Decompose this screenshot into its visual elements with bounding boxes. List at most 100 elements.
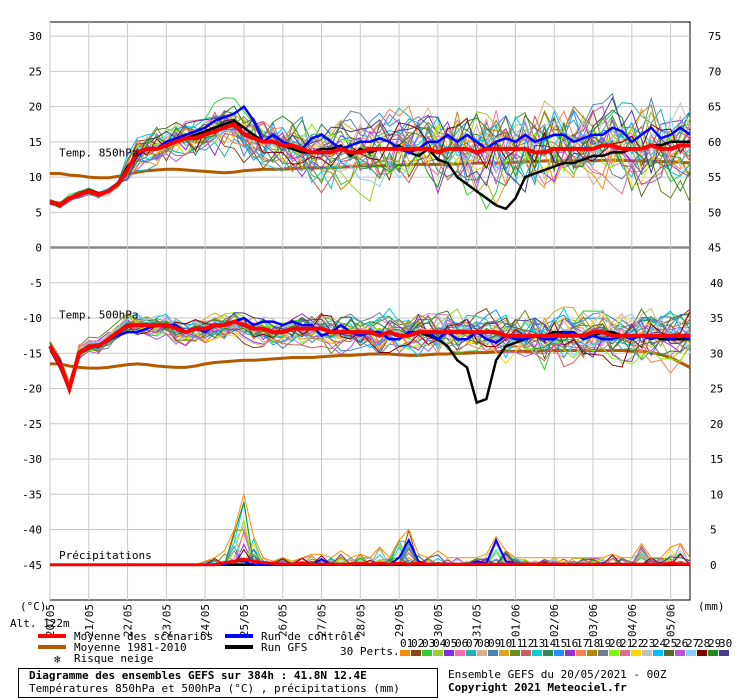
pert-swatch bbox=[598, 650, 608, 656]
panel-label-t850: Temp. 850hPa bbox=[59, 146, 138, 159]
right-tick-label: 75 bbox=[708, 30, 721, 43]
member-t850-26 bbox=[49, 105, 691, 209]
member-t500-03 bbox=[49, 310, 691, 390]
pert-code: 15 bbox=[554, 637, 567, 650]
pert-code: 07 bbox=[466, 637, 479, 650]
x-tick-label: 31/05 bbox=[471, 604, 484, 637]
right-tick-label-mm: 25 bbox=[710, 383, 723, 396]
x-tick-label: 25/05 bbox=[238, 604, 251, 637]
member-t850-23 bbox=[49, 101, 691, 207]
x-tick-label: 01/06 bbox=[509, 604, 522, 637]
snowflake-icon: ❄ bbox=[54, 653, 61, 666]
left-tick-label: -40 bbox=[22, 524, 42, 537]
pert-code: 14 bbox=[543, 637, 557, 650]
member-t850-25 bbox=[49, 114, 691, 203]
pert-code: 27 bbox=[686, 637, 699, 650]
pert-code: 19 bbox=[598, 637, 611, 650]
footer-run-box: Ensemble GEFS du 20/05/2021 - 00Z Copyri… bbox=[442, 668, 732, 698]
legend-label: Moyenne des scénarios bbox=[74, 630, 213, 643]
member-t500-23 bbox=[49, 308, 691, 384]
right-tick-label-mm: 40 bbox=[710, 277, 723, 290]
right-tick-label-mm: 5 bbox=[710, 524, 717, 537]
right-tick-label: 70 bbox=[708, 65, 721, 78]
pert-swatch bbox=[609, 650, 619, 656]
pert-swatch bbox=[499, 650, 509, 656]
x-tick-label: 29/05 bbox=[393, 604, 406, 637]
member-t850-29 bbox=[49, 105, 691, 209]
x-tick-label: 28/05 bbox=[354, 604, 367, 637]
member-t500-21 bbox=[49, 316, 691, 387]
pert-swatch bbox=[664, 650, 674, 656]
pert-code: 09 bbox=[488, 637, 501, 650]
x-tick-label: 02/06 bbox=[548, 604, 561, 637]
pert-swatch bbox=[554, 650, 564, 656]
pert-swatch bbox=[543, 650, 553, 656]
pert-code: 05 bbox=[444, 637, 457, 650]
pert-swatch bbox=[510, 650, 520, 656]
pert-code: 17 bbox=[576, 637, 589, 650]
pert-code: 12 bbox=[521, 637, 534, 650]
x-tick-label: 21/05 bbox=[83, 604, 96, 637]
pert-code: 03 bbox=[422, 637, 435, 650]
copyright: Copyright 2021 Meteociel.fr bbox=[448, 681, 627, 694]
pert-swatch bbox=[400, 650, 410, 656]
panel-label-t500: Temp. 500hPa bbox=[59, 309, 138, 322]
pert-code: 18 bbox=[587, 637, 600, 650]
right-tick-label-mm: 30 bbox=[710, 347, 723, 360]
pert-swatch bbox=[686, 650, 696, 656]
pert-swatch bbox=[719, 650, 729, 656]
right-tick-label-mm: 10 bbox=[710, 488, 723, 501]
pert-swatch bbox=[477, 650, 487, 656]
right-tick-label: 50 bbox=[708, 206, 721, 219]
right-tick-label: 45 bbox=[708, 242, 721, 255]
right-tick-label-mm: 15 bbox=[710, 453, 723, 466]
pert-swatch bbox=[620, 650, 630, 656]
member-t850-30 bbox=[49, 96, 691, 207]
left-tick-label: 20 bbox=[29, 101, 42, 114]
mean-line-precip bbox=[50, 557, 690, 567]
pert-swatch bbox=[576, 650, 586, 656]
x-tick-label: 23/05 bbox=[160, 604, 173, 637]
right-tick-label-mm: 20 bbox=[710, 418, 723, 431]
pert-swatch bbox=[411, 650, 421, 656]
pert-code: 23 bbox=[642, 637, 655, 650]
x-tick-label: 26/05 bbox=[277, 604, 290, 637]
left-tick-label: -45 bbox=[22, 559, 42, 572]
pert-code: 13 bbox=[532, 637, 545, 650]
pert-swatch bbox=[444, 650, 454, 656]
right-tick-label: 60 bbox=[708, 136, 721, 149]
pert-swatch bbox=[488, 650, 498, 656]
left-tick-label: 15 bbox=[29, 136, 42, 149]
perts-label: 30 Perts. bbox=[340, 645, 400, 658]
x-tick-label: 22/05 bbox=[122, 604, 135, 637]
x-tick-label: 24/05 bbox=[199, 604, 212, 637]
mean-line-t850 bbox=[49, 121, 690, 208]
axes: 302520151050-5-10-15-20-25-30-35-40-4575… bbox=[22, 30, 723, 637]
left-tick-label: -35 bbox=[22, 488, 42, 501]
pert-swatch bbox=[631, 650, 641, 656]
main-series-lines bbox=[48, 104, 691, 567]
pert-code: 06 bbox=[455, 637, 468, 650]
pert-swatch bbox=[466, 650, 476, 656]
right-tick-label-mm: 0 bbox=[710, 559, 717, 572]
pert-code: 08 bbox=[477, 637, 490, 650]
left-tick-label: -5 bbox=[29, 277, 42, 290]
left-tick-label: 5 bbox=[35, 206, 42, 219]
left-tick-label: -30 bbox=[22, 453, 42, 466]
legend-label: Run de contrôle bbox=[261, 630, 360, 643]
pert-code: 02 bbox=[411, 637, 424, 650]
right-tick-label-mm: 35 bbox=[710, 312, 723, 325]
left-axis-unit: (°C) bbox=[20, 600, 47, 613]
pert-code: 28 bbox=[697, 637, 710, 650]
chart-subtitle: Températures 850hPa et 500hPa (°C) , pré… bbox=[29, 682, 400, 695]
pert-swatch bbox=[675, 650, 685, 656]
footer-title-box: Diagramme des ensembles GEFS sur 384h : … bbox=[18, 668, 438, 698]
pert-code: 20 bbox=[609, 637, 622, 650]
legend-label: Moyenne 1981-2010 bbox=[74, 641, 187, 654]
pert-code: 25 bbox=[664, 637, 677, 650]
pert-swatch bbox=[587, 650, 597, 656]
run-info: Ensemble GEFS du 20/05/2021 - 00Z bbox=[448, 668, 667, 681]
left-tick-label: 0 bbox=[35, 242, 42, 255]
pert-swatch bbox=[455, 650, 465, 656]
